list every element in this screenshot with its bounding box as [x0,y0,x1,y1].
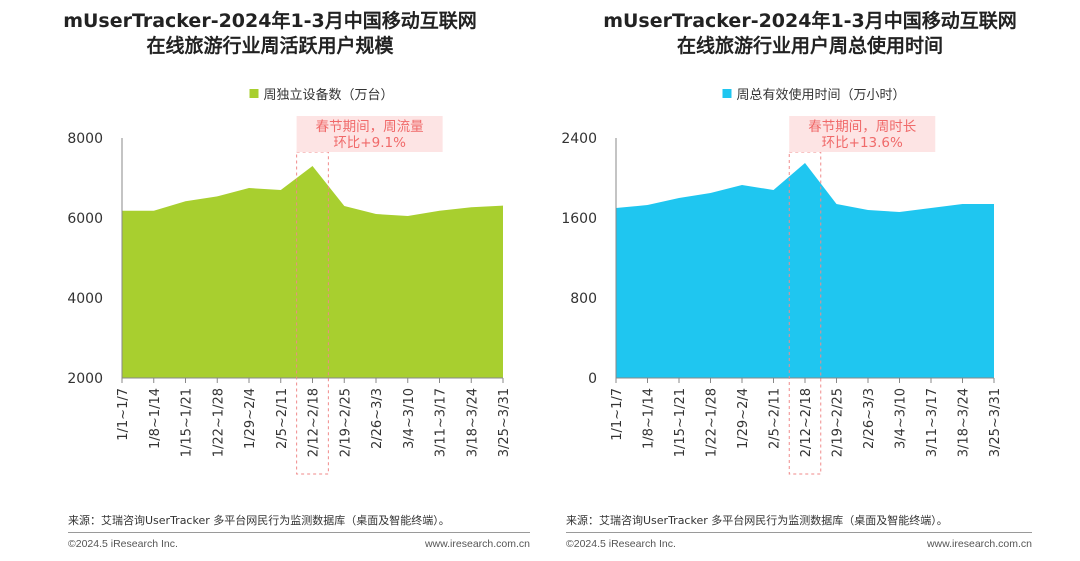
y-tick-label: 6000 [67,211,103,227]
y-tick-label: 800 [570,291,597,307]
chart-panel-right: mUserTracker-2024年1-3月中国移动互联网 在线旅游行业用户周总… [540,0,1080,561]
annotation-box [789,116,936,152]
x-tick-label: 1/1~1/7 [610,388,625,441]
legend-label: 周总有效使用时间（万小时） [736,87,905,103]
legend-swatch [722,89,732,98]
x-tick-label: 1/15~1/21 [180,388,195,457]
copyright-text: ©2024.5 iResearch Inc. [566,538,676,550]
legend: 周总有效使用时间（万小时） [722,87,906,103]
x-tick-label: 2/26~3/3 [862,388,877,449]
annotation-box [296,116,443,152]
x-tick-label: 2/19~2/25 [831,388,846,457]
x-tick-label: 3/18~3/24 [957,388,972,457]
y-tick-label: 0 [588,371,597,387]
x-tick-label: 1/1~1/7 [116,388,131,441]
x-tick-label: 1/8~1/14 [148,388,163,449]
footer-divider [68,532,530,533]
annotation-text: 春节期间，周时长 [808,119,916,135]
x-tick-label: 3/4~3/10 [894,388,909,449]
x-tick-label: 3/25~3/31 [988,388,1003,457]
chart-panel-left: mUserTracker-2024年1-3月中国移动互联网 在线旅游行业周活跃用… [63,10,530,550]
x-tick-label: 2/12~2/18 [307,388,322,457]
legend-swatch [249,89,259,98]
area-chart-active-users: 周独立设备数（万台） 2000 4000 6000 8000 1/1~1/7 1/8~1/1… [67,87,512,475]
annotation-text: 环比+13.6% [822,135,903,151]
series-area [122,166,503,378]
legend-label: 周独立设备数（万台） [263,87,393,103]
x-tick-label: 1/29~2/4 [736,388,751,449]
annotation-text: 环比+9.1% [333,135,406,151]
area-chart-usage-time: 周总有效使用时间（万小时） 0 800 1600 2400 1/1~1/7 1/8~1/14… [561,87,1003,475]
highlight-band [788,151,822,475]
x-tick-label: 3/25~3/31 [497,388,512,457]
x-tick-label: 1/15~1/21 [673,388,688,457]
x-tick-label: 2/19~2/25 [338,388,353,457]
copyright-text: ©2024.5 iResearch Inc. [68,538,178,550]
chart-title-line-2: 在线旅游行业周活跃用户规模 [146,35,394,57]
x-tick-label: 2/12~2/18 [799,388,814,457]
website-link[interactable]: www.iresearch.com.cn [424,538,530,550]
y-tick-label: 1600 [561,211,597,227]
source-note: 来源：艾瑞咨询UserTracker 多平台网民行为监测数据库（桌面及智能终端）… [68,514,450,527]
y-tick-label: 2000 [67,371,103,387]
highlight-band [296,151,329,475]
x-tick-label: 3/4~3/10 [402,388,417,449]
source-note: 来源：艾瑞咨询UserTracker 多平台网民行为监测数据库（桌面及智能终端）… [566,514,948,527]
x-tick-label: 2/5~2/11 [275,388,290,449]
x-tick-label: 2/26~3/3 [370,388,385,449]
x-tick-label: 3/18~3/24 [465,388,480,457]
chart-title-line-2: 在线旅游行业用户周总使用时间 [676,35,943,57]
annotation-text: 春节期间，周流量 [316,119,424,135]
series-area [616,163,994,378]
legend: 周独立设备数（万台） [249,87,394,103]
x-tick-label: 1/8~1/14 [642,388,657,449]
x-tick-label: 3/11~3/17 [925,388,940,457]
x-tick-label: 2/5~2/11 [768,388,783,449]
chart-title-line-1: mUserTracker-2024年1-3月中国移动互联网 [603,10,1017,32]
x-tick-label: 1/29~2/4 [243,388,258,449]
x-tick-label: 3/11~3/17 [434,388,449,457]
website-link[interactable]: www.iresearch.com.cn [926,538,1032,550]
footer-divider [566,532,1032,533]
x-tick-label: 1/22~1/28 [211,388,226,457]
chart-title-line-1: mUserTracker-2024年1-3月中国移动互联网 [63,10,477,32]
y-tick-label: 2400 [561,131,597,147]
y-tick-label: 4000 [67,291,103,307]
y-tick-label: 8000 [67,131,103,147]
x-tick-label: 1/22~1/28 [705,388,720,457]
